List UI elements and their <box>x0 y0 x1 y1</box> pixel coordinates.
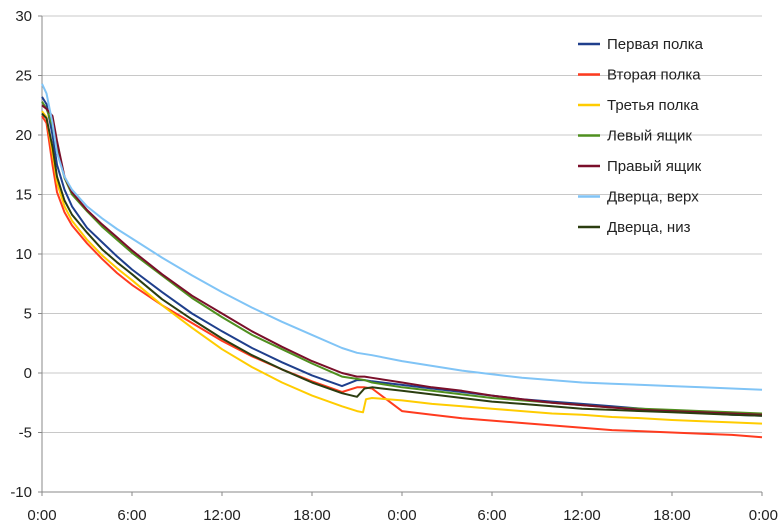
series-lines <box>41 83 763 439</box>
legend-item: Дверца, низ <box>578 219 691 236</box>
legend-item: Дверца, верх <box>578 189 699 206</box>
x-tick-label: 6:00 <box>477 507 506 524</box>
x-tick-label: 0:00 <box>749 507 778 524</box>
legend-label: Дверца, низ <box>607 219 691 236</box>
series-line <box>41 101 763 415</box>
x-tick-label: 12:00 <box>203 507 241 524</box>
series-line <box>41 110 763 425</box>
y-tick-label: 10 <box>15 246 32 263</box>
y-tick-label: 0 <box>24 365 32 382</box>
y-tick-label: 20 <box>15 127 32 144</box>
legend-item: Вторая полка <box>578 67 701 84</box>
gridlines <box>42 15 762 433</box>
y-tick-label: -5 <box>19 425 32 442</box>
y-tick-label: 30 <box>15 8 32 25</box>
series-line <box>41 104 763 416</box>
legend-label: Дверца, верх <box>607 189 699 206</box>
x-tick-label: 0:00 <box>27 507 56 524</box>
y-tick-label: 15 <box>15 187 32 204</box>
y-tick-label: -10 <box>10 484 32 501</box>
legend-label: Первая полка <box>607 36 704 53</box>
x-tick-label: 18:00 <box>653 507 691 524</box>
legend-item: Первая полка <box>578 36 704 53</box>
series-line <box>41 112 763 417</box>
x-tick-label: 12:00 <box>563 507 601 524</box>
x-tick-label: 18:00 <box>293 507 331 524</box>
x-tick-labels: 0:00 6:00 12:00 18:00 0:00 6:00 12:00 18:00 0:00 <box>27 507 778 524</box>
y-tick-label: 5 <box>24 306 32 323</box>
legend-label: Третья полка <box>607 97 699 114</box>
legend-item: Правый ящик <box>578 158 702 175</box>
axes <box>38 15 763 496</box>
series-line <box>41 96 763 417</box>
legend-label: Правый ящик <box>607 158 702 175</box>
series-line <box>41 115 763 439</box>
legend-item: Третья полка <box>578 97 699 114</box>
x-tick-label: 0:00 <box>387 507 416 524</box>
x-tick-label: 6:00 <box>117 507 146 524</box>
legend-label: Вторая полка <box>607 67 701 84</box>
series-line <box>41 83 763 391</box>
legend-label: Левый ящик <box>607 128 692 145</box>
legend-item: Левый ящик <box>578 128 692 145</box>
y-tick-labels: 30 25 20 15 10 5 0 -5 -10 <box>10 8 32 501</box>
y-tick-label: 25 <box>15 68 32 85</box>
legend: Первая полка Вторая полка Третья полка Левы… <box>578 36 704 236</box>
